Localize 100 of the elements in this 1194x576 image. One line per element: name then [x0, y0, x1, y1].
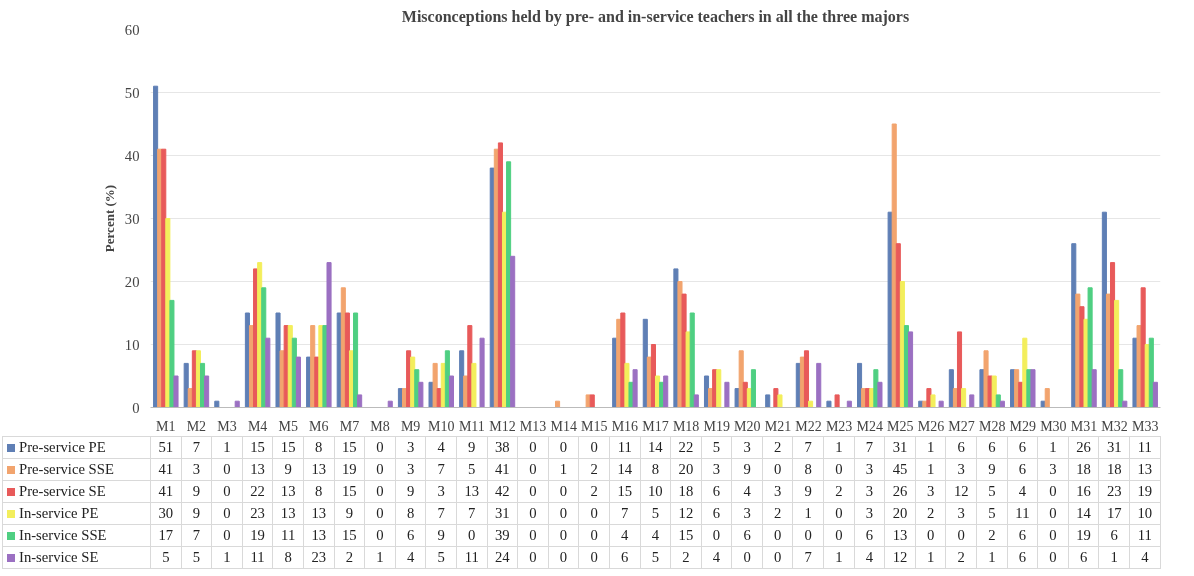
- data-label: 0: [517, 480, 549, 503]
- data-label: 51: [150, 436, 182, 459]
- data-label: 6: [1007, 436, 1038, 459]
- data-label: 0: [517, 502, 549, 525]
- data-label: 30: [150, 502, 182, 525]
- data-label: 3: [731, 436, 763, 459]
- data-label: 13: [242, 458, 273, 481]
- data-label: 9: [395, 480, 426, 503]
- x-tick-label: M31: [1070, 418, 1098, 434]
- data-label: 1: [915, 458, 946, 481]
- bar: [826, 400, 832, 408]
- x-tick-label: M8: [370, 418, 390, 434]
- data-label: 8: [303, 436, 335, 459]
- bar: [693, 394, 699, 408]
- bar: [1118, 369, 1124, 408]
- y-tick-label: 10: [124, 336, 140, 353]
- data-label: 22: [670, 436, 702, 459]
- data-label: 0: [1037, 502, 1069, 525]
- data-label: 15: [334, 480, 365, 503]
- bar: [265, 337, 271, 408]
- x-tick-label: M11: [458, 418, 485, 434]
- x-tick-label: M1: [156, 418, 176, 434]
- bar: [1087, 287, 1093, 408]
- data-label: 15: [334, 524, 365, 547]
- bar: [724, 381, 730, 408]
- x-tick-label: M15: [581, 418, 608, 434]
- data-label: 7: [425, 502, 457, 525]
- data-label: 2: [762, 436, 793, 459]
- bar: [877, 381, 883, 408]
- x-tick-label: M7: [339, 418, 360, 434]
- data-label: 3: [854, 458, 885, 481]
- data-label: 15: [609, 480, 640, 503]
- data-label: 1: [915, 546, 946, 569]
- bar: [969, 394, 975, 408]
- data-label: 0: [578, 436, 610, 459]
- legend-label: Pre-service SE: [2, 480, 151, 503]
- data-label: 4: [701, 546, 732, 569]
- x-tick-label: M5: [278, 418, 298, 434]
- data-label: 12: [670, 502, 702, 525]
- x-tick-label: M3: [217, 418, 237, 434]
- data-label: 14: [640, 436, 671, 459]
- bar: [987, 375, 993, 408]
- chart-title: Misconceptions held by pre- and in-service teachers in all the three majors: [401, 7, 910, 26]
- data-label: 13: [303, 502, 335, 525]
- x-tick-label: M23: [825, 418, 853, 434]
- data-label: 0: [762, 524, 793, 547]
- data-label: 41: [487, 458, 518, 481]
- bar: [873, 369, 879, 408]
- data-label: 4: [854, 546, 885, 569]
- x-tick-label: M9: [400, 418, 421, 434]
- legend-label: In-service SSE: [2, 524, 151, 547]
- data-label: 0: [1037, 524, 1069, 547]
- data-label: 0: [364, 458, 396, 481]
- data-label: 3: [425, 480, 457, 503]
- data-label: 13: [456, 480, 488, 503]
- y-tick-label: 20: [124, 273, 140, 290]
- data-label: 9: [181, 480, 212, 503]
- data-label: 9: [731, 458, 763, 481]
- bar: [173, 375, 179, 408]
- data-label: 6: [1007, 546, 1038, 569]
- data-label: 13: [1129, 458, 1161, 481]
- data-label: 8: [792, 458, 824, 481]
- data-label: 13: [884, 524, 916, 547]
- bar: [765, 394, 771, 408]
- x-tick-label: M22: [795, 418, 822, 434]
- bar: [1148, 337, 1154, 408]
- bar: [681, 293, 687, 408]
- bar: [169, 299, 175, 408]
- bar: [777, 394, 783, 408]
- data-label: 2: [578, 480, 610, 503]
- data-label: 19: [334, 458, 365, 481]
- legend-label: In-service PE: [2, 502, 151, 525]
- data-label: 5: [425, 546, 457, 569]
- data-label: 5: [640, 502, 671, 525]
- data-label: 9: [334, 502, 365, 525]
- data-label: 8: [395, 502, 426, 525]
- data-label: 10: [640, 480, 671, 503]
- data-label: 11: [1007, 502, 1038, 525]
- data-label: 5: [640, 546, 671, 569]
- x-tick-label: M27: [948, 418, 975, 434]
- data-label: 7: [854, 436, 885, 459]
- data-label: 1: [823, 436, 855, 459]
- data-label: 2: [578, 458, 610, 481]
- data-label: 16: [1068, 480, 1099, 503]
- data-label: 26: [1068, 436, 1099, 459]
- bar: [938, 400, 944, 408]
- data-label: 9: [456, 436, 488, 459]
- data-label: 45: [884, 458, 916, 481]
- data-label: 9: [976, 458, 1008, 481]
- bar: [734, 388, 740, 408]
- data-label: 0: [364, 480, 396, 503]
- bar: [448, 375, 454, 408]
- data-label: 13: [272, 480, 304, 503]
- data-label: 11: [242, 546, 273, 569]
- bar: [295, 356, 301, 408]
- data-label: 23: [303, 546, 335, 569]
- bar: [353, 312, 359, 408]
- data-label: 0: [548, 524, 579, 547]
- data-label: 6: [701, 480, 732, 503]
- bar: [479, 337, 485, 408]
